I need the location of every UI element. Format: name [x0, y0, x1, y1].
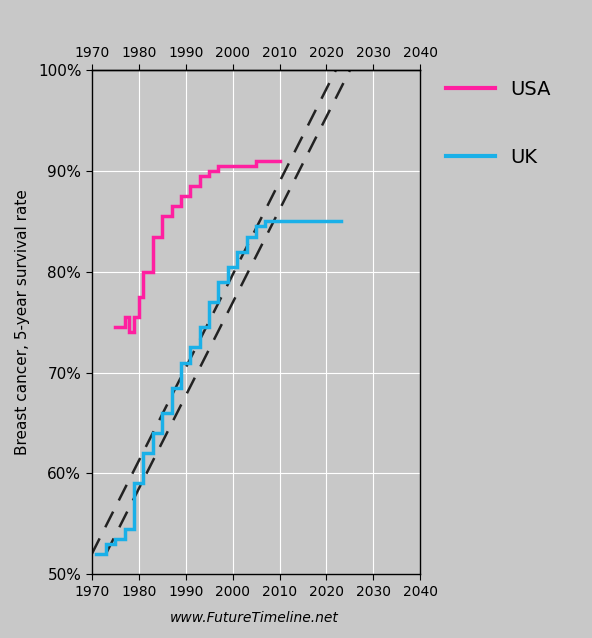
Text: www.FutureTimeline.net: www.FutureTimeline.net — [170, 611, 339, 625]
Legend: USA, UK: USA, UK — [446, 80, 551, 167]
Y-axis label: Breast cancer, 5-year survival rate: Breast cancer, 5-year survival rate — [15, 189, 30, 455]
